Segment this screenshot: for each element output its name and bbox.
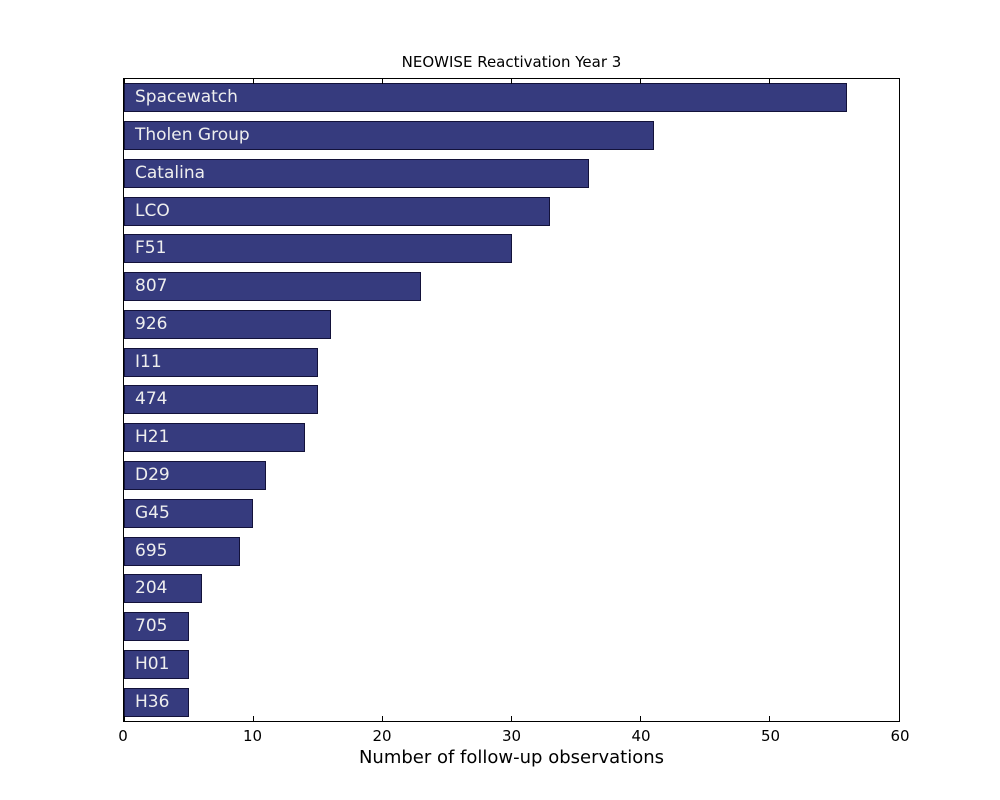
x-tick-mark [381, 716, 383, 721]
bar-row-i11: I11 [124, 343, 899, 381]
bar-label: 695 [135, 540, 168, 561]
x-tick-label: 40 [631, 727, 651, 745]
bar-d29: D29 [124, 461, 267, 491]
bar-h36: H36 [124, 687, 189, 717]
bar-label: G45 [135, 502, 170, 523]
bar-label: H21 [135, 427, 170, 448]
bar-row-tholen-group: Tholen Group [124, 117, 899, 155]
bar-row-g45: G45 [124, 494, 899, 532]
bar-label: Spacewatch [135, 87, 238, 108]
bar-204: 204 [124, 574, 202, 604]
bar-row-h01: H01 [124, 645, 899, 683]
bar-catalina: Catalina [124, 158, 589, 188]
bar-row-f51: F51 [124, 230, 899, 268]
bar-474: 474 [124, 385, 318, 415]
x-axis-tick-labels: 0 10 20 30 40 50 60 [118, 727, 909, 747]
bar-row-catalina: Catalina [124, 155, 899, 193]
bar-label: Catalina [135, 162, 206, 183]
bar-row-695: 695 [124, 532, 899, 570]
bar-i11: I11 [124, 347, 318, 377]
bar-row-807: 807 [124, 268, 899, 306]
chart-title: NEOWISE Reactivation Year 3 [401, 53, 622, 71]
x-tick-mark [769, 716, 771, 721]
bar-tholen-group: Tholen Group [124, 121, 654, 151]
bar-label: 204 [135, 578, 168, 599]
bar-695: 695 [124, 536, 241, 566]
bar-705: 705 [124, 612, 189, 642]
bar-spacewatch: Spacewatch [124, 83, 848, 113]
x-tick-mark [898, 79, 900, 84]
bar-label: 807 [135, 276, 168, 297]
x-tick-label: 0 [118, 727, 128, 745]
x-tick-mark [511, 716, 512, 721]
bar-h21: H21 [124, 423, 305, 453]
bar-lco: LCO [124, 196, 551, 226]
bar-row-204: 204 [124, 570, 899, 608]
bar-926: 926 [124, 309, 331, 339]
x-tick-mark [123, 716, 125, 721]
x-tick-mark [640, 79, 642, 84]
bar-row-474: 474 [124, 381, 899, 419]
x-tick-mark [381, 79, 383, 84]
x-tick-mark [123, 79, 125, 84]
bar-h01: H01 [124, 649, 189, 679]
x-tick-mark [252, 716, 254, 721]
bar-label: 705 [135, 616, 168, 637]
x-tick-label: 10 [242, 727, 263, 745]
x-tick-label: 30 [501, 727, 522, 745]
x-tick-label: 20 [372, 727, 392, 745]
bar-label: Tholen Group [135, 125, 250, 146]
x-tick-mark [252, 79, 254, 84]
bar-label: I11 [135, 351, 162, 372]
bar-row-926: 926 [124, 306, 899, 344]
bar-label: H36 [135, 691, 170, 712]
bars-layer: Spacewatch Tholen Group Catalina LCO F51 807 9… [124, 79, 899, 721]
x-axis-title: Number of follow-up observations [358, 747, 665, 768]
bar-row-lco: LCO [124, 192, 899, 230]
bar-label: 926 [135, 313, 168, 334]
bar-g45: G45 [124, 498, 254, 528]
plot-area: Spacewatch Tholen Group Catalina LCO F51 807 9… [123, 78, 900, 722]
bar-label: LCO [135, 200, 170, 221]
bar-row-d29: D29 [124, 457, 899, 495]
x-tick-mark [511, 79, 512, 84]
bar-label: D29 [135, 465, 170, 486]
bar-807: 807 [124, 272, 422, 302]
bar-label: F51 [135, 238, 167, 259]
x-tick-mark [640, 716, 642, 721]
x-tick-label: 60 [890, 727, 910, 745]
bar-label: 474 [135, 389, 168, 410]
bar-f51: F51 [124, 234, 512, 264]
x-tick-mark [898, 716, 900, 721]
bar-row-h36: H36 [124, 683, 899, 721]
bar-row-spacewatch: Spacewatch [124, 79, 899, 117]
bar-row-h21: H21 [124, 419, 899, 457]
x-tick-label: 50 [760, 727, 781, 745]
bar-label: H01 [135, 653, 170, 674]
x-tick-mark [769, 79, 771, 84]
bar-row-705: 705 [124, 608, 899, 646]
